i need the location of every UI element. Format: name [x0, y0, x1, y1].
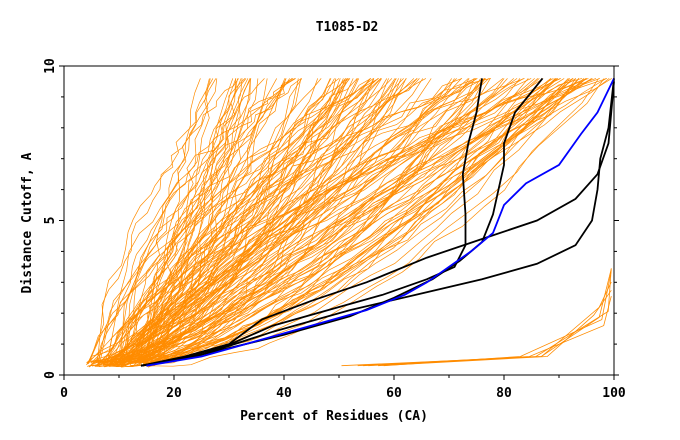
- model-curve: [101, 78, 592, 363]
- model-curve: [114, 78, 558, 367]
- x-axis-label: Percent of Residues (CA): [240, 409, 428, 424]
- model-curve: [144, 78, 372, 364]
- model-curve: [139, 78, 322, 364]
- model-curve: [125, 78, 518, 364]
- model-curve: [120, 78, 293, 366]
- model-curve: [121, 78, 354, 367]
- model-curve: [118, 78, 457, 364]
- model-curve: [138, 78, 532, 366]
- model-curve: [91, 78, 462, 367]
- model-curve: [104, 78, 610, 368]
- model-curve: [86, 78, 486, 365]
- model-curve: [97, 78, 432, 363]
- model-curve: [121, 78, 319, 365]
- y-axis: 0 5 10: [43, 58, 619, 379]
- model-curve: [132, 78, 601, 363]
- model-curve: [136, 78, 340, 362]
- highlighted-curves: [140, 77, 615, 367]
- highlight-curve: [140, 81, 615, 367]
- model-curve: [383, 270, 612, 367]
- model-curve: [118, 78, 214, 363]
- model-curve: [341, 281, 612, 367]
- model-curve: [126, 78, 535, 363]
- model-curve: [98, 78, 491, 366]
- model-curve: [129, 78, 247, 366]
- model-curve: [115, 78, 475, 365]
- model-curve: [106, 78, 295, 365]
- model-curve: [129, 78, 552, 367]
- model-curve: [88, 78, 515, 362]
- model-curve: [147, 78, 251, 367]
- model-curve: [88, 78, 374, 365]
- highlight-curve: [140, 78, 615, 367]
- model-curve: [146, 78, 485, 368]
- model-curve: [96, 78, 521, 367]
- x-tick-label: 0: [60, 386, 68, 401]
- model-curve: [104, 78, 415, 368]
- model-curve: [120, 78, 302, 365]
- model-curve: [86, 78, 344, 367]
- model-curve: [89, 78, 348, 362]
- x-tick-label: 80: [496, 386, 512, 401]
- model-curve: [129, 78, 559, 364]
- model-curve: [124, 78, 424, 367]
- reference-curve: [146, 78, 615, 367]
- model-curve: [103, 78, 399, 365]
- model-curve: [119, 78, 379, 362]
- model-curve: [140, 78, 389, 364]
- x-tick-label: 20: [166, 386, 182, 401]
- model-curve: [86, 78, 290, 366]
- model-curve: [95, 78, 287, 368]
- model-curve: [88, 78, 218, 368]
- model-curves-bundle: [86, 78, 612, 368]
- chart-title: T1085-D2: [316, 20, 379, 35]
- model-curve: [109, 78, 351, 365]
- x-tick-label: 40: [276, 386, 292, 401]
- model-curve: [143, 78, 565, 364]
- model-curve: [97, 78, 239, 362]
- model-curve: [363, 268, 612, 367]
- model-curve: [146, 78, 478, 362]
- model-curve: [103, 78, 524, 365]
- model-curve: [95, 78, 397, 363]
- model-curve: [150, 78, 605, 367]
- model-curve: [120, 78, 420, 367]
- model-curve: [122, 78, 490, 366]
- y-tick-label: 10: [43, 58, 58, 74]
- y-axis-label: Distance Cutoff, A: [20, 152, 35, 293]
- model-curve: [110, 78, 477, 365]
- model-curve: [90, 78, 331, 364]
- model-curve: [145, 78, 485, 362]
- model-curve: [115, 78, 337, 364]
- model-curve: [137, 78, 287, 363]
- model-curve: [148, 78, 583, 362]
- x-tick-label: 60: [386, 386, 402, 401]
- model-curve: [378, 290, 612, 367]
- x-axis: 0 20 40 60 80 100: [60, 375, 626, 401]
- x-tick-label: 100: [602, 386, 626, 401]
- model-curve: [110, 78, 478, 364]
- model-curve: [110, 78, 554, 366]
- model-curve: [87, 78, 217, 364]
- model-curve: [135, 78, 552, 366]
- model-curve: [130, 78, 540, 364]
- model-curve: [94, 78, 569, 367]
- model-curve: [368, 268, 612, 367]
- y-tick-label: 5: [43, 217, 58, 225]
- model-curve: [116, 78, 469, 368]
- model-curve: [357, 296, 612, 367]
- model-curve: [89, 78, 350, 368]
- y-tick-label: 0: [43, 371, 58, 379]
- model-curve: [125, 78, 265, 363]
- model-curve: [143, 78, 236, 364]
- model-curve: [121, 78, 303, 363]
- model-curve: [149, 78, 341, 362]
